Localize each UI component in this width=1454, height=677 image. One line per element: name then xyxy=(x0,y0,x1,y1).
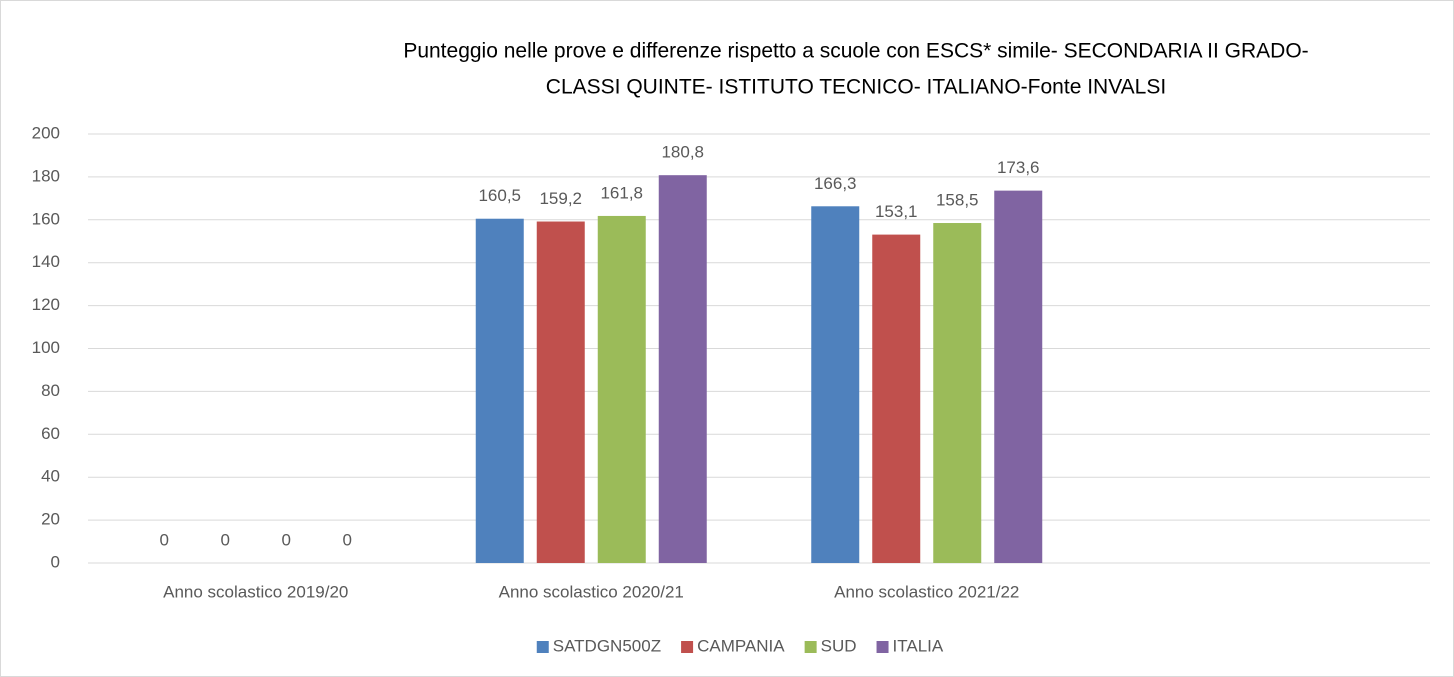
y-tick-label: 120 xyxy=(32,295,60,314)
chart-title: Punteggio nelle prove e differenze rispe… xyxy=(403,40,1308,63)
bar xyxy=(811,206,860,563)
legend-label: SATDGN500Z xyxy=(553,636,661,655)
x-tick-label: Anno scolastico 2019/20 xyxy=(163,582,348,601)
bar xyxy=(933,223,982,563)
bar xyxy=(536,221,585,564)
legend-swatch xyxy=(681,641,694,653)
y-tick-label: 180 xyxy=(32,166,60,185)
bar xyxy=(658,175,707,563)
legend-label: SUD xyxy=(821,636,857,655)
data-label: 160,5 xyxy=(478,186,521,205)
y-tick-label: 200 xyxy=(32,123,60,142)
x-tick-label: Anno scolastico 2020/21 xyxy=(499,582,684,601)
legend-swatch xyxy=(876,641,889,653)
data-label: 0 xyxy=(160,530,169,549)
legend-swatch xyxy=(536,641,549,653)
data-label: 0 xyxy=(221,530,230,549)
legend-label: ITALIA xyxy=(893,636,944,655)
x-tick-label: Anno scolastico 2021/22 xyxy=(834,582,1019,601)
y-tick-label: 80 xyxy=(41,381,60,400)
legend-swatch xyxy=(804,641,817,653)
data-label: 0 xyxy=(343,530,352,549)
data-label: 166,3 xyxy=(814,174,857,193)
data-label: 153,1 xyxy=(875,202,918,221)
bar xyxy=(994,190,1043,564)
data-label: 161,8 xyxy=(600,183,643,202)
data-label: 0 xyxy=(282,530,291,549)
data-label: 180,8 xyxy=(661,143,704,162)
y-tick-label: 100 xyxy=(32,338,60,357)
chart-title: CLASSI QUINTE- ISTITUTO TECNICO- ITALIAN… xyxy=(546,76,1166,99)
data-label: 173,6 xyxy=(997,158,1040,177)
y-tick-label: 60 xyxy=(41,424,60,443)
bar xyxy=(475,218,524,564)
y-tick-label: 40 xyxy=(41,467,60,486)
data-label: 159,2 xyxy=(539,189,582,208)
data-label: 158,5 xyxy=(936,191,979,210)
y-tick-label: 0 xyxy=(51,552,60,571)
y-tick-label: 140 xyxy=(32,252,60,271)
y-tick-label: 20 xyxy=(41,510,60,529)
bar xyxy=(597,215,646,563)
legend-label: CAMPANIA xyxy=(697,636,785,655)
bar xyxy=(872,234,921,563)
y-tick-label: 160 xyxy=(32,209,60,228)
